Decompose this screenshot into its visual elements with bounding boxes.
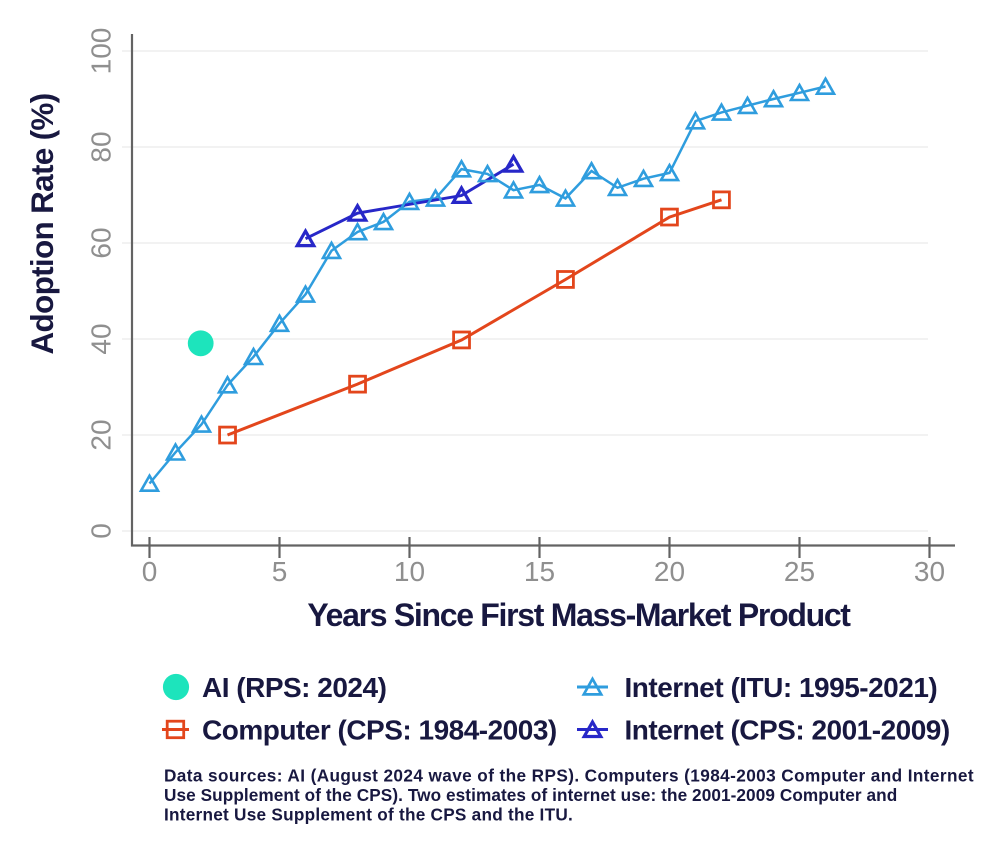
svg-text:Internet (CPS: 2001-2009): Internet (CPS: 2001-2009) — [625, 715, 950, 746]
svg-text:10: 10 — [394, 556, 425, 587]
svg-text:25: 25 — [784, 556, 815, 587]
svg-text:15: 15 — [524, 556, 555, 587]
svg-text:Internet Use Supplement of the: Internet Use Supplement of the CPS and t… — [164, 805, 573, 825]
svg-text:Use Supplement of the CPS). Tw: Use Supplement of the CPS). Two estimate… — [164, 785, 897, 805]
svg-text:40: 40 — [86, 323, 117, 354]
svg-text:Adoption Rate (%): Adoption Rate (%) — [24, 93, 60, 354]
svg-text:Computer (CPS: 1984-2003): Computer (CPS: 1984-2003) — [202, 715, 557, 746]
svg-text:60: 60 — [86, 227, 117, 258]
svg-text:0: 0 — [86, 523, 117, 539]
svg-text:Years Since First Mass-Market: Years Since First Mass-Market Product — [307, 597, 851, 633]
svg-text:100: 100 — [86, 28, 117, 75]
svg-text:30: 30 — [914, 556, 945, 587]
svg-text:5: 5 — [272, 556, 288, 587]
svg-text:20: 20 — [654, 556, 685, 587]
svg-text:Data sources: AI (August 2024: Data sources: AI (August 2024 wave of th… — [164, 766, 974, 786]
svg-text:AI (RPS: 2024): AI (RPS: 2024) — [202, 672, 386, 703]
svg-text:0: 0 — [142, 556, 158, 587]
svg-text:20: 20 — [86, 419, 117, 450]
svg-text:80: 80 — [86, 131, 117, 162]
svg-text:Internet (ITU: 1995-2021): Internet (ITU: 1995-2021) — [625, 672, 938, 703]
